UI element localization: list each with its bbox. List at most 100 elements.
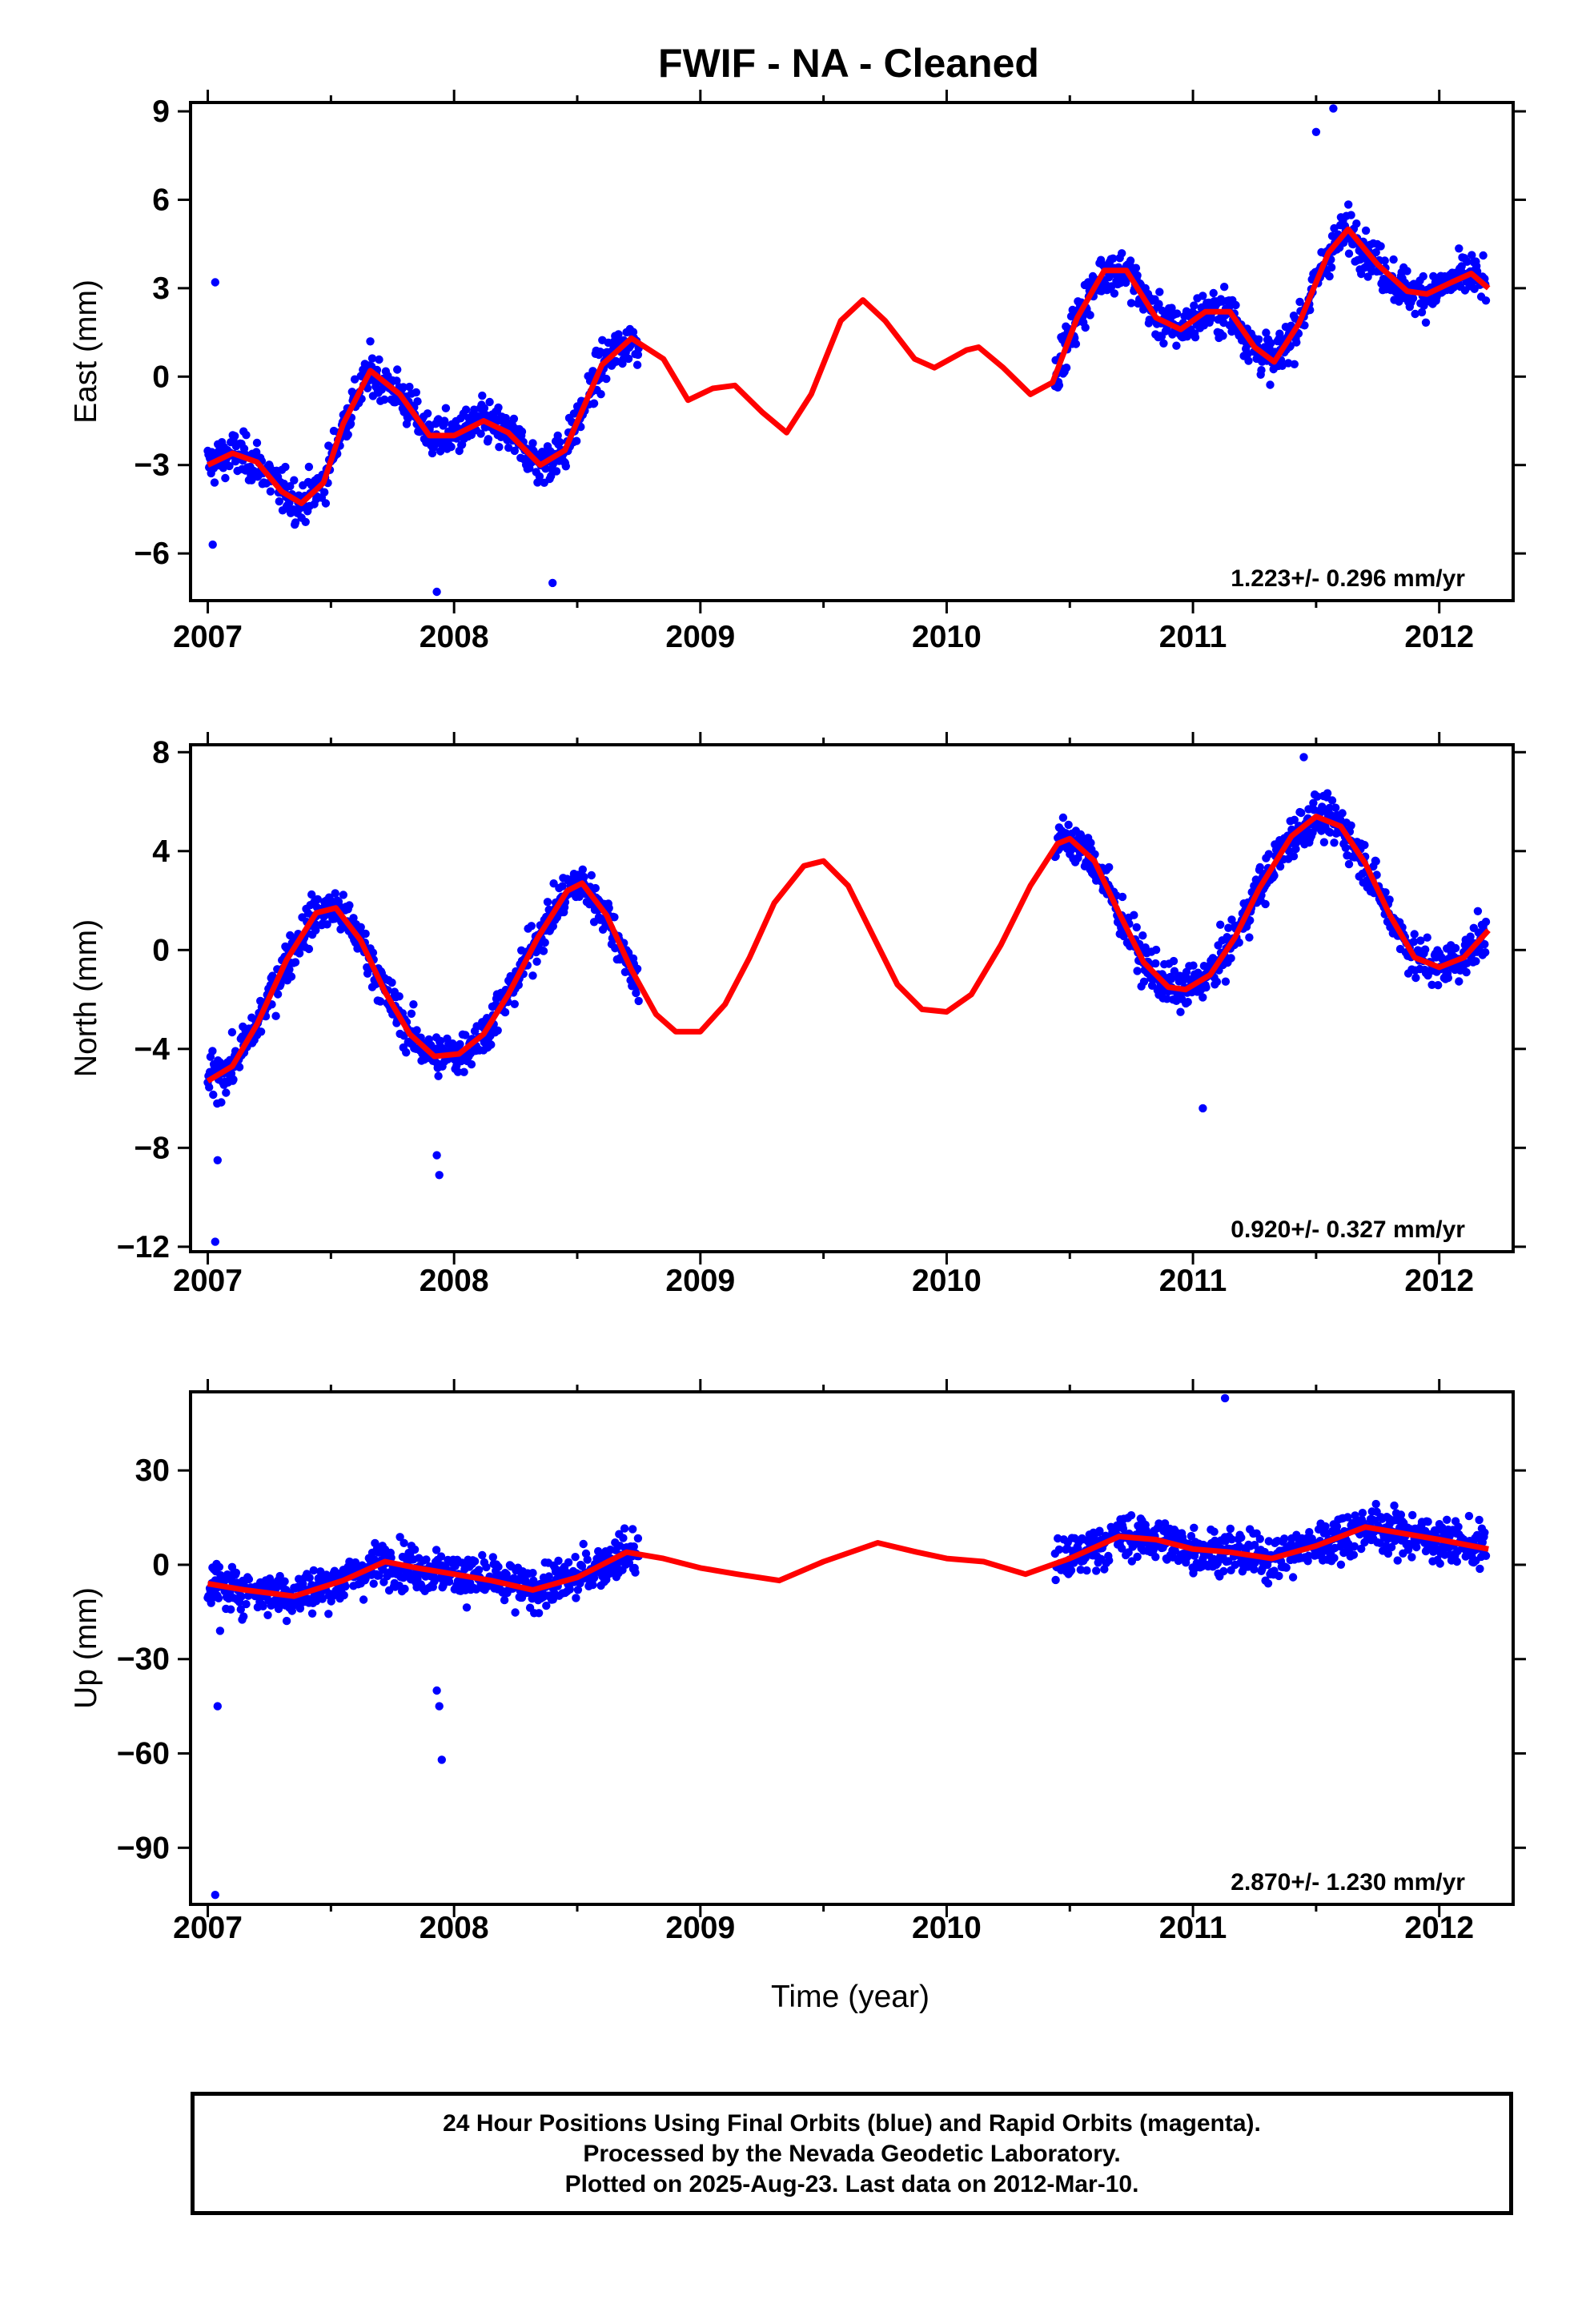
- data-point: [1358, 1509, 1367, 1518]
- data-point: [214, 1594, 223, 1602]
- y-tick-label: −3: [135, 448, 170, 483]
- data-point: [380, 395, 389, 404]
- data-point: [350, 375, 359, 384]
- data-point: [1280, 1534, 1289, 1543]
- panel-up: 2007 2008 2009 2010 2011 2012 −90 −60 −30 0 30 Up (…: [69, 1379, 1526, 1945]
- data-point: [632, 988, 640, 998]
- data-point: [610, 913, 619, 922]
- data-point: [1095, 1526, 1104, 1535]
- data-point: [1250, 1565, 1259, 1574]
- data-point: [405, 382, 414, 392]
- data-point-outlier: [215, 1626, 225, 1635]
- data-point: [1305, 1528, 1314, 1537]
- data-point: [1151, 945, 1161, 955]
- footer-notes: 24 Hour Positions Using Final Orbits (bl…: [191, 2092, 1513, 2215]
- data-point: [453, 1068, 463, 1076]
- data-point: [1183, 998, 1192, 1007]
- data-point: [487, 1040, 496, 1049]
- footer-line-1: 24 Hour Positions Using Final Orbits (bl…: [443, 2110, 1261, 2137]
- data-point-outlier: [548, 578, 557, 588]
- data-point: [578, 865, 587, 875]
- data-point: [628, 1525, 637, 1534]
- data-point: [1344, 200, 1353, 209]
- y-tick-label: 3: [152, 271, 170, 306]
- data-point: [436, 1036, 445, 1046]
- data-point: [509, 414, 519, 424]
- data-point: [1330, 838, 1339, 847]
- data-point: [544, 1572, 553, 1581]
- data-point: [1321, 1522, 1330, 1531]
- data-point-outlier: [213, 1156, 222, 1165]
- data-point: [1327, 796, 1337, 805]
- data-point: [229, 1075, 238, 1084]
- data-point: [409, 1000, 418, 1009]
- data-point: [461, 1031, 470, 1039]
- data-point: [1221, 977, 1231, 986]
- data-point: [231, 432, 239, 440]
- data-point: [412, 1026, 421, 1035]
- data-point: [436, 1552, 446, 1561]
- data-point: [1434, 981, 1443, 990]
- data-point: [387, 978, 396, 987]
- data-point: [1332, 1522, 1342, 1531]
- data-point: [548, 922, 557, 931]
- data-point: [1480, 1528, 1489, 1538]
- data-point: [1288, 1573, 1298, 1582]
- data-point: [369, 1579, 378, 1588]
- data-point: [392, 376, 401, 385]
- data-point: [587, 870, 596, 880]
- data-point: [620, 1524, 629, 1533]
- data-point: [1291, 844, 1300, 854]
- data-point: [579, 1539, 588, 1549]
- data-point: [1132, 923, 1141, 932]
- data-point: [474, 1566, 484, 1574]
- data-point: [528, 439, 537, 448]
- y-tick-label: −60: [117, 1737, 170, 1771]
- data-point: [209, 1090, 218, 1100]
- data-point: [407, 1009, 416, 1019]
- data-point: [377, 385, 386, 394]
- data-point: [259, 1602, 267, 1611]
- data-point: [1344, 859, 1354, 869]
- data-point: [222, 1088, 231, 1097]
- data-point: [227, 1605, 235, 1614]
- data-point: [588, 367, 597, 376]
- data-point: [1416, 936, 1425, 945]
- data-point-outlier: [211, 1237, 219, 1246]
- data-point: [1110, 289, 1119, 298]
- data-point: [286, 482, 295, 491]
- data-point: [217, 1098, 226, 1107]
- data-point: [1289, 852, 1299, 861]
- data-point: [1064, 820, 1073, 830]
- data-point: [413, 397, 422, 406]
- data-point: [1371, 857, 1380, 866]
- data-point: [558, 882, 567, 891]
- data-point-outlier: [435, 1702, 444, 1711]
- x-tick-label: 2011: [1159, 1911, 1227, 1945]
- data-point: [1419, 271, 1427, 281]
- data-point: [304, 462, 314, 472]
- data-point: [1290, 815, 1299, 824]
- data-point: [1054, 1545, 1064, 1554]
- x-tick-label: 2010: [912, 620, 982, 654]
- data-point: [1076, 1566, 1086, 1574]
- data-point: [542, 1601, 551, 1610]
- data-point: [1199, 993, 1207, 1002]
- data-point: [1360, 841, 1369, 850]
- data-point: [1255, 335, 1263, 344]
- data-point: [1199, 292, 1207, 300]
- data-point: [215, 1562, 224, 1572]
- data-point: [1231, 300, 1240, 310]
- data-point: [430, 1577, 439, 1586]
- data-point: [343, 430, 352, 439]
- data-point: [1393, 1556, 1402, 1565]
- data-point: [412, 388, 420, 397]
- data-point: [1191, 333, 1200, 342]
- data-point: [1357, 1544, 1366, 1554]
- data-point: [478, 1550, 487, 1560]
- data-point: [1300, 321, 1309, 330]
- data-point: [299, 1579, 307, 1589]
- x-tick-label: 2010: [912, 1264, 982, 1298]
- panel-north: 2007 2008 2009 2010 2011 2012 −12 −8 −4 0 4 8 North …: [69, 732, 1526, 1298]
